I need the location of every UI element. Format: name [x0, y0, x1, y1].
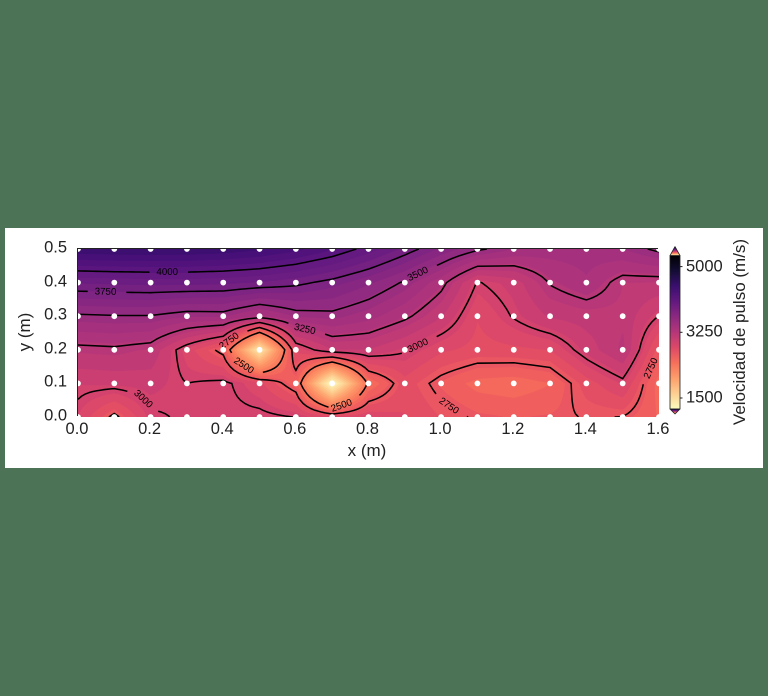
svg-text:3750: 3750 [95, 286, 118, 298]
svg-text:4000: 4000 [156, 267, 178, 278]
